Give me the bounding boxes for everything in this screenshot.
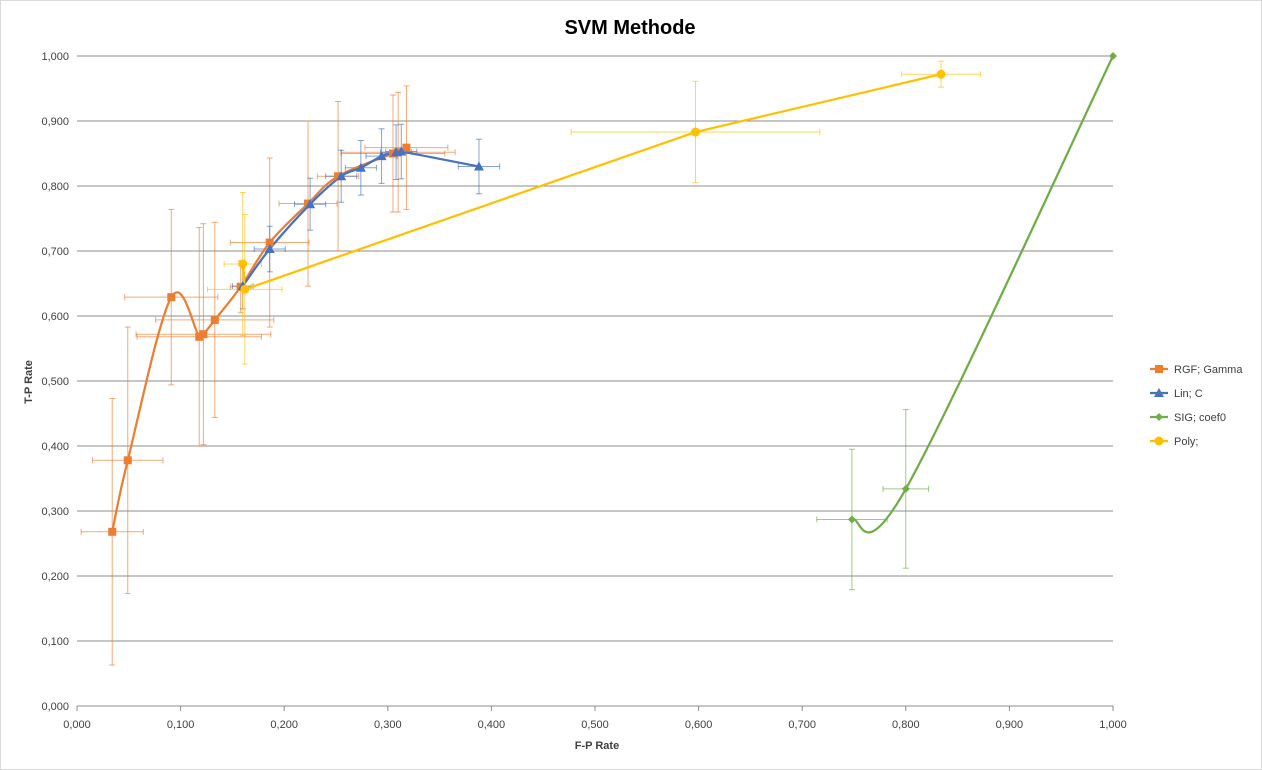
series-markers: [108, 52, 1117, 536]
legend-marker-rgf-gamma: [1155, 365, 1163, 373]
x-tick-label: 0,500: [581, 719, 609, 731]
poly-point: [936, 69, 946, 79]
y-tick-label: 0,400: [41, 441, 69, 453]
y-tick-label: 1,000: [41, 51, 69, 63]
rgf-gamma-point: [334, 172, 343, 181]
y-tick-label: 0,100: [41, 636, 69, 648]
x-tick-label: 0,200: [270, 719, 298, 731]
y-tick-label: 0,600: [41, 311, 69, 323]
gridlines: [77, 55, 1113, 642]
y-axis-label: T-P Rate: [23, 360, 35, 404]
y-tick-label: 0,300: [41, 506, 69, 518]
legend: RGF; Gamma Lin; C SIG; coef0 Poly;: [1150, 364, 1243, 448]
legend-label-lin-c: Lin; C: [1174, 388, 1203, 400]
sig-coef0-point: [847, 515, 856, 524]
x-tick-label: 1,000: [1099, 719, 1127, 731]
poly-point: [240, 284, 250, 294]
y-tick-label: 0,700: [41, 246, 69, 258]
x-tick-label: 0,700: [788, 719, 816, 731]
x-tick-label: 0,600: [685, 719, 713, 731]
x-tick-label: 0,800: [892, 719, 920, 731]
y-tick-label: 0,800: [41, 181, 69, 193]
series-lines: [111, 55, 1115, 534]
x-tick-label: 0,300: [374, 719, 402, 731]
rgf-gamma-point: [108, 527, 117, 536]
x-tick-label: 0,400: [478, 719, 506, 731]
y-tick-label: 0,000: [41, 701, 69, 713]
rgf-gamma-line: [111, 146, 407, 533]
rgf-gamma-point: [199, 330, 208, 339]
x-tick-label: 0,000: [63, 719, 91, 731]
legend-marker-poly: [1154, 436, 1164, 446]
poly-point: [690, 127, 700, 137]
sig-coef0-line: [851, 55, 1115, 534]
lin-c-point: [376, 151, 387, 161]
rgf-gamma-point: [167, 293, 176, 302]
lin-c-point: [336, 171, 347, 181]
lin-c-point: [473, 161, 484, 171]
error-bars: [80, 60, 981, 666]
rgf-gamma-point: [195, 332, 204, 341]
rgf-gamma-point: [210, 315, 219, 324]
chart-title: SVM Methode: [564, 17, 695, 39]
lin-c-point: [396, 146, 407, 156]
y-tick-label: 0,900: [41, 116, 69, 128]
poly-line: [241, 73, 942, 291]
legend-marker-sig-coef0: [1155, 413, 1163, 421]
axes: 0,000 0,100 0,200 0,300 0,400 0,500 0,600 0,700…: [41, 51, 1126, 731]
rgf-gamma-point: [402, 143, 411, 152]
y-tick-label: 0,500: [41, 376, 69, 388]
lin-c-point: [355, 162, 366, 172]
sig-coef0-point: [1109, 52, 1117, 60]
poly-point: [238, 259, 248, 269]
rgf-gamma-point: [123, 456, 132, 465]
y-tick-label: 0,200: [41, 571, 69, 583]
lin-c-point: [305, 199, 316, 209]
lin-c-point: [264, 244, 275, 254]
legend-marker-lin-c: [1154, 388, 1164, 397]
legend-label-rgf-gamma: RGF; Gamma: [1174, 364, 1243, 376]
x-tick-label: 0,100: [167, 719, 195, 731]
sig-coef0-point: [901, 484, 910, 493]
x-tick-label: 0,900: [996, 719, 1024, 731]
rgf-gamma-point: [265, 238, 274, 247]
legend-label-poly: Poly;: [1174, 436, 1198, 448]
legend-label-sig-coef0: SIG; coef0: [1174, 412, 1226, 424]
x-axis-label: F-P Rate: [575, 740, 619, 752]
